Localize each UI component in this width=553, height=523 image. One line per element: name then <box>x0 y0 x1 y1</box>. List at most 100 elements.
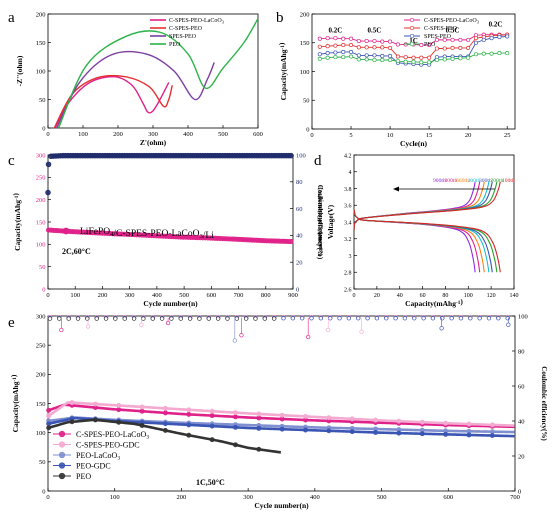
rate-point <box>442 57 447 62</box>
efficiency-point <box>288 152 294 159</box>
rate-point <box>348 54 354 59</box>
capacity-point <box>162 405 168 411</box>
rate-point <box>333 50 338 55</box>
rate-point <box>497 34 502 40</box>
discharge-curve <box>353 209 476 273</box>
plot-frame <box>311 13 516 130</box>
efficiency-point <box>178 316 183 321</box>
capacity-point <box>116 419 122 425</box>
efficiency-point <box>439 326 444 331</box>
y-axis-title: Capacity(mAhg-1) <box>11 193 22 251</box>
capacity-point <box>162 427 168 433</box>
capacity-point <box>186 432 192 438</box>
rate-point <box>372 53 377 58</box>
y-tick-label: 50 <box>39 459 46 466</box>
capacity-point <box>139 404 145 410</box>
y2-tick-label: 40 <box>518 418 525 425</box>
legend-marker <box>58 462 66 469</box>
efficiency-point <box>234 316 239 321</box>
nyquist-curve <box>53 74 173 129</box>
x-tick-label: 0 <box>46 494 49 501</box>
efficiency-point <box>94 316 99 321</box>
condition-annotation: 1C,50°C <box>196 478 225 487</box>
x-tick-label: 200 <box>177 494 187 501</box>
x-tick-label: 700 <box>510 494 520 501</box>
capacity-point <box>466 432 472 438</box>
capacity-point <box>256 415 262 421</box>
efficiency-point <box>458 316 464 321</box>
rate-point <box>372 38 377 44</box>
legend-marker <box>409 41 415 47</box>
rate-point <box>341 36 346 41</box>
rate-point <box>333 55 338 60</box>
x-tick-label: 500 <box>218 131 228 138</box>
series-group-d <box>353 181 501 273</box>
y2-tick-label: 100 <box>296 152 306 159</box>
efficiency-point <box>262 316 267 321</box>
x-tick-label: 200 <box>113 131 123 138</box>
x-tick-label: 300 <box>125 292 135 299</box>
rate-point <box>466 55 471 60</box>
right-axis-e: 0 20 40 60 80 100 Coulombic efficiency(%) <box>512 313 548 495</box>
capacity-point <box>162 410 168 416</box>
rate-point <box>442 46 447 51</box>
rate-point <box>505 34 510 39</box>
capacity-point <box>209 437 215 443</box>
rate-point <box>395 59 400 64</box>
efficiency-point <box>337 316 342 321</box>
efficiency-point <box>45 189 51 196</box>
capacity-point <box>186 422 192 428</box>
rate-point <box>388 39 393 44</box>
discharge-curve <box>353 209 481 273</box>
y2-tick-label: 60 <box>518 383 525 390</box>
efficiency-point <box>139 322 144 327</box>
efficiency-point <box>165 320 171 326</box>
x-tick-label: 0 <box>353 293 356 299</box>
capacity-point <box>233 442 238 448</box>
x-tick-label: 140 <box>510 293 519 299</box>
rate-point <box>348 42 354 48</box>
efficiency-point <box>328 316 333 321</box>
x-tick-label: 600 <box>443 494 453 501</box>
rate-point <box>333 36 338 41</box>
rate-point <box>450 45 455 50</box>
rate-point <box>317 56 322 61</box>
rate-point <box>348 36 354 41</box>
capacity-point <box>162 421 168 427</box>
efficiency-point <box>103 316 109 321</box>
rate-point <box>427 60 432 65</box>
series-group-a <box>53 18 259 129</box>
capacity-point <box>489 433 495 439</box>
x-tick-label: 60 <box>420 293 426 299</box>
discharge-curve <box>353 209 493 273</box>
capacity-point <box>92 401 98 407</box>
rate-point <box>458 37 463 42</box>
x-axis-title: Cycle(n) <box>400 139 428 148</box>
y-tick-label: 50 <box>39 97 46 104</box>
legend-label: PEO-GDC <box>76 462 111 471</box>
y2-tick-label: 0 <box>296 286 299 293</box>
y-tick-label: 0 <box>42 125 45 132</box>
efficiency-point <box>232 338 237 343</box>
capacity-point <box>233 410 238 416</box>
axes-a: 0 100 200 300 400 500 600 0 50 100 150 200 Z'(ohm) -Z… <box>15 11 263 147</box>
y-tick-label: 100 <box>300 69 310 76</box>
capacity-point <box>419 431 425 437</box>
efficiency-point <box>75 316 81 321</box>
rate-point <box>380 39 385 44</box>
efficiency-point <box>272 316 277 321</box>
capacity-point <box>116 403 122 408</box>
efficiency-point <box>505 316 510 321</box>
legend-label: C-SPES-PEO-LaCoO3 <box>169 18 224 24</box>
efficiency-point <box>253 316 258 321</box>
rate-point <box>388 45 393 50</box>
capacity-point <box>443 431 449 437</box>
y-tick-label: 50 <box>39 264 46 271</box>
y2-tick-label: 80 <box>518 348 525 355</box>
y-tick-label: 0 <box>306 126 309 133</box>
charge-curve <box>353 181 501 231</box>
rate-point <box>364 57 369 62</box>
legend-e: C-SPES-PEO-LaCoO3C-SPES-PEO-GDCPEO-LaCoO… <box>53 430 149 481</box>
rate-point <box>419 42 424 48</box>
